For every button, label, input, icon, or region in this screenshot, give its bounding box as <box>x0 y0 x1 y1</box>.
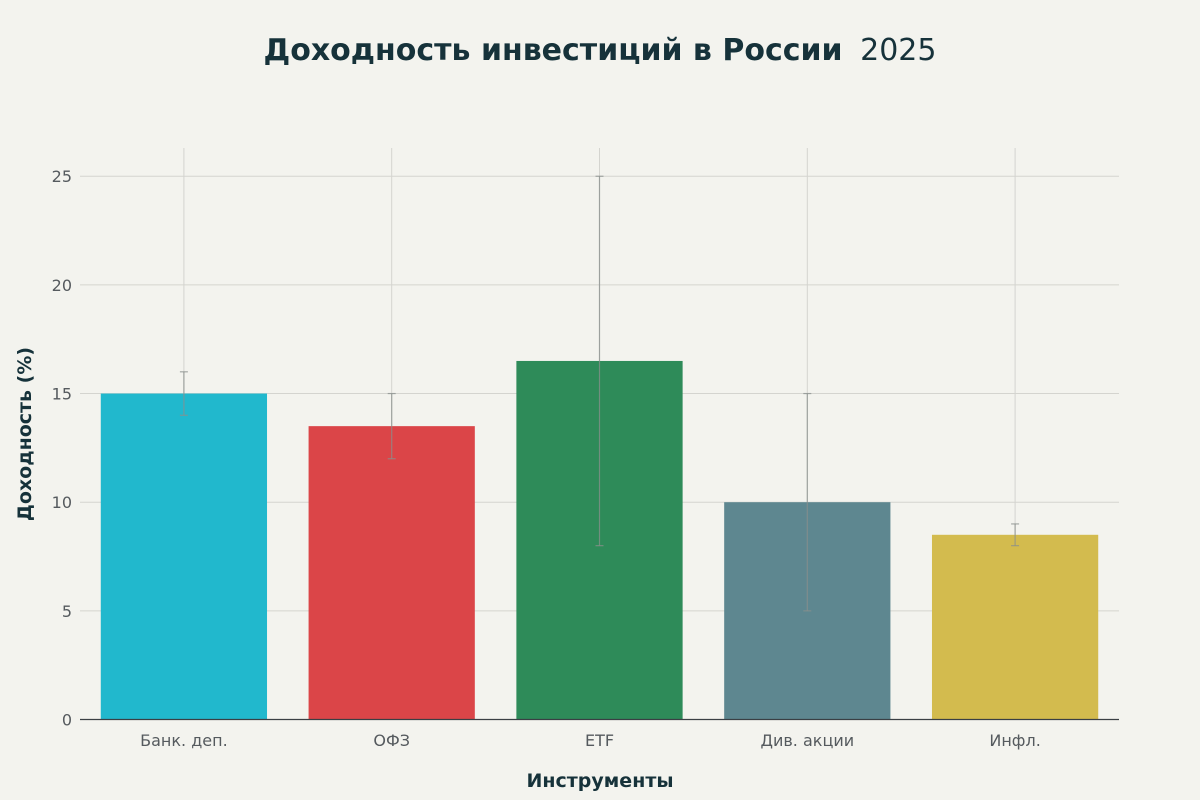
y-tick-label: 25 <box>52 167 72 186</box>
error-bar <box>595 175 604 547</box>
error-bars <box>179 175 1020 612</box>
y-tick-label: 15 <box>52 385 72 404</box>
y-axis-title: Доходность (%) <box>14 347 36 521</box>
error-bar <box>1011 523 1020 547</box>
y-tick-label: 10 <box>52 493 72 512</box>
y-tick-label: 20 <box>52 276 72 295</box>
chart-title-year: 2025 <box>860 33 936 68</box>
y-axis-ticks: 0 5 10 15 20 25 <box>52 167 72 729</box>
bar <box>931 534 1099 720</box>
x-axis-ticks: Банк. деп. ОФЗ ETF Див. акции Инфл. <box>140 731 1041 750</box>
x-tick-label: Инфл. <box>989 731 1040 750</box>
y-tick-label: 0 <box>62 711 72 730</box>
x-tick-label: ETF <box>585 731 614 750</box>
y-tick-label: 5 <box>62 602 72 621</box>
bar <box>308 426 475 720</box>
bar <box>100 393 268 720</box>
error-bar <box>179 371 188 416</box>
error-bar <box>803 392 812 612</box>
error-bar <box>387 392 396 460</box>
x-tick-label: ОФЗ <box>373 731 410 750</box>
x-axis-title: Инструменты <box>526 770 673 792</box>
x-tick-label: Див. акции <box>760 731 854 750</box>
x-tick-label: Банк. деп. <box>140 731 228 750</box>
chart-title-main: Доходность инвестиций в России <box>264 33 843 68</box>
chart-title: Доходность инвестиций в России 2025 <box>264 33 937 68</box>
